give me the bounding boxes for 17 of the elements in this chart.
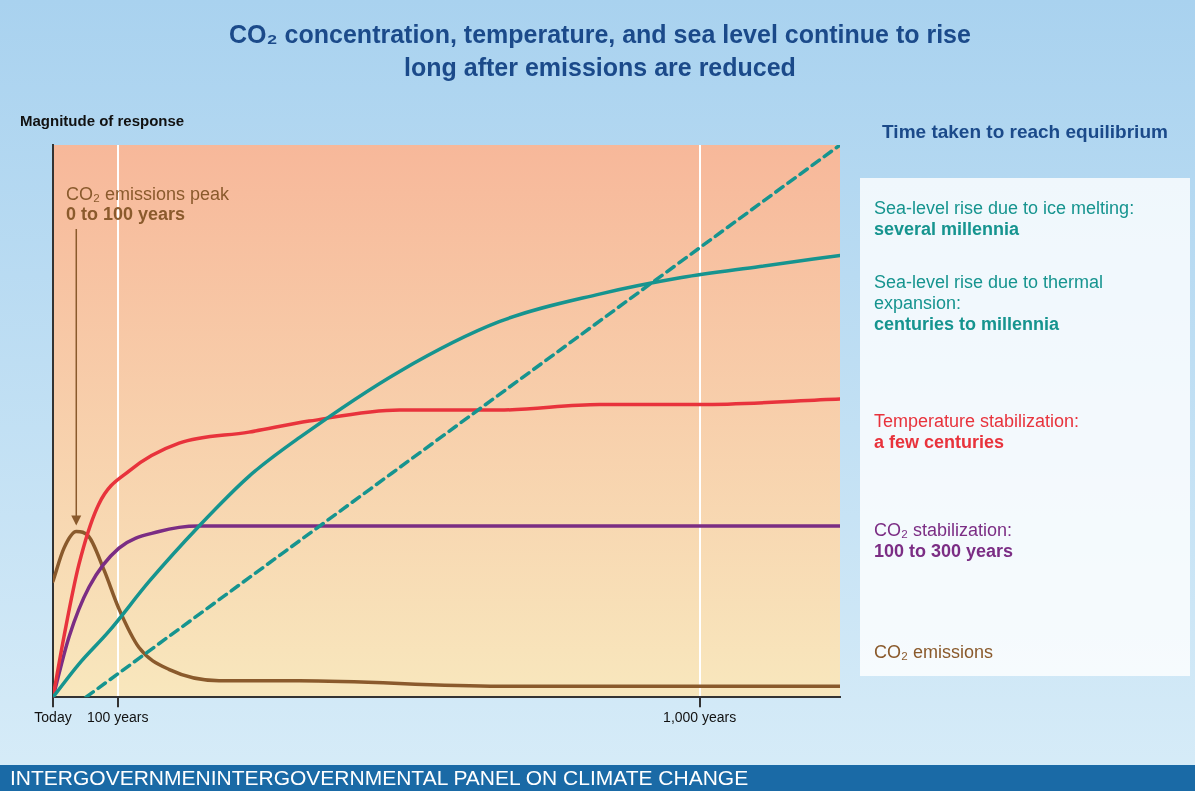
text: CO₂ emissions: [874, 642, 994, 663]
text: Sea-level rise due to ice melting:: [874, 198, 1135, 218]
text: centuries to millennia: [874, 314, 1061, 335]
text: 100 to 300 years: [874, 541, 1015, 562]
y-axis-title: Magnitude of response: [20, 112, 185, 129]
text: a few centuries: [874, 432, 1006, 453]
text: Temperature stabilization:: [874, 411, 1080, 431]
x-tick-label: 1,000 years: [663, 709, 737, 726]
legend-title: Time taken to reach equilibrium: [881, 120, 1169, 143]
text: Sea-level rise due to thermal expansion:: [874, 272, 1104, 313]
x-tick-label: 100 years: [86, 709, 149, 726]
series-label: CO₂ stabilization:: [874, 520, 1013, 540]
text: INTERGOVERNMENTAL PANEL ON CLIMATE CHANGE: [210, 766, 749, 789]
x-tick-label: Today: [34, 709, 72, 726]
chart-title: CO₂ concentration, temperature, and sea level continue to rise long after emissions are reduced: [228, 19, 972, 83]
text: INTERGOVERNMEN: [10, 766, 211, 789]
text: several millennia: [874, 219, 1021, 240]
